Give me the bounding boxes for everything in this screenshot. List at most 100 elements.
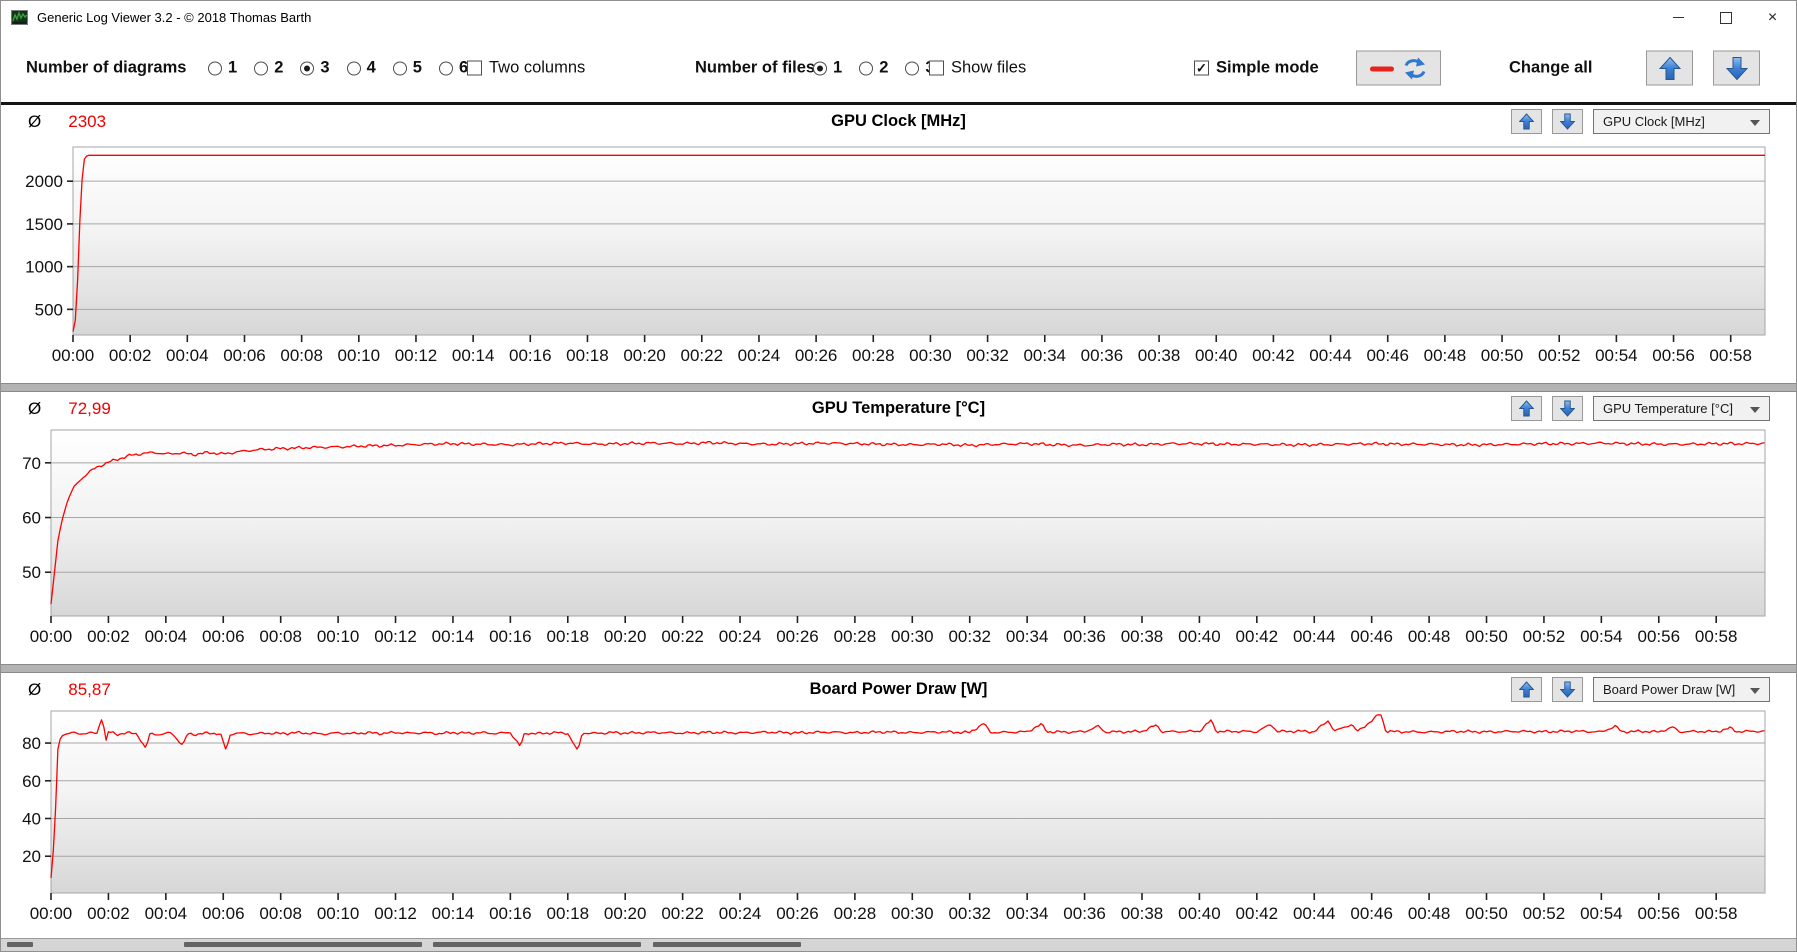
- radio-icon: [346, 61, 361, 75]
- move-chart-down-button[interactable]: [1552, 677, 1583, 702]
- svg-text:00:48: 00:48: [1408, 904, 1451, 923]
- svg-text:00:40: 00:40: [1195, 346, 1238, 365]
- window-title: Generic Log Viewer 3.2 - © 2018 Thomas B…: [37, 10, 312, 25]
- checkbox-label: Show files: [951, 58, 1027, 77]
- svg-text:00:36: 00:36: [1063, 904, 1106, 923]
- svg-text:00:44: 00:44: [1293, 904, 1336, 923]
- svg-text:00:02: 00:02: [109, 346, 152, 365]
- radio-label: 3: [320, 58, 330, 77]
- chart-header-controls: GPU Clock [MHz]: [1511, 109, 1770, 134]
- checkbox-icon: [467, 60, 482, 76]
- radio-option-5[interactable]: 5: [392, 58, 422, 78]
- svg-text:60: 60: [22, 509, 41, 528]
- svg-text:00:58: 00:58: [1709, 346, 1752, 365]
- signal-select-dropdown[interactable]: GPU Temperature [°C]: [1593, 396, 1770, 421]
- svg-text:00:18: 00:18: [547, 904, 590, 923]
- toolbar: Number of diagrams 1 2 3 4 5 6 Two columns Nu…: [1, 34, 1796, 102]
- move-chart-up-button[interactable]: [1511, 109, 1542, 134]
- svg-text:00:00: 00:00: [30, 904, 73, 923]
- change-all-down-button[interactable]: [1713, 50, 1760, 86]
- radio-option-2[interactable]: 2: [859, 59, 888, 78]
- panel-divider: [1, 664, 1796, 673]
- svg-text:00:24: 00:24: [719, 627, 762, 646]
- radio-label: 5: [412, 58, 422, 77]
- simple-mode-checkbox[interactable]: ✓ Simple mode: [1194, 59, 1319, 78]
- svg-text:00:10: 00:10: [338, 346, 381, 365]
- signal-select-value: GPU Clock [MHz]: [1603, 114, 1705, 129]
- line-style-refresh-button[interactable]: [1356, 50, 1441, 86]
- charts-divider-top: [1, 102, 1796, 105]
- svg-text:00:54: 00:54: [1580, 627, 1623, 646]
- chevron-down-icon: [1750, 407, 1760, 413]
- two-columns-checkbox[interactable]: Two columns: [467, 59, 585, 78]
- chart-panel: Ø 85,87 Board Power Draw [W] Board Power…: [1, 673, 1796, 941]
- svg-text:00:24: 00:24: [719, 904, 762, 923]
- svg-text:00:26: 00:26: [776, 904, 819, 923]
- average-readout: Ø 72,99: [28, 399, 111, 419]
- svg-text:00:44: 00:44: [1293, 627, 1336, 646]
- svg-text:00:06: 00:06: [202, 904, 245, 923]
- radio-option-4[interactable]: 4: [346, 59, 376, 78]
- svg-text:00:54: 00:54: [1580, 904, 1623, 923]
- svg-text:00:18: 00:18: [547, 627, 590, 646]
- svg-text:00:50: 00:50: [1465, 627, 1508, 646]
- chart-title: Board Power Draw [W]: [809, 680, 988, 698]
- radio-option-6[interactable]: 6: [438, 59, 468, 78]
- radio-option-1[interactable]: 1: [208, 59, 237, 78]
- svg-text:00:16: 00:16: [489, 904, 532, 923]
- number-of-diagrams-label: Number of diagrams: [26, 58, 187, 77]
- svg-text:00:28: 00:28: [852, 346, 895, 365]
- maximize-button[interactable]: [1702, 1, 1749, 34]
- maximize-icon: [1719, 11, 1732, 24]
- svg-text:2000: 2000: [25, 172, 63, 191]
- move-chart-down-button[interactable]: [1552, 109, 1583, 134]
- svg-text:00:50: 00:50: [1465, 904, 1508, 923]
- average-readout: Ø 2303: [28, 112, 106, 132]
- minimize-icon: [1673, 17, 1684, 18]
- chart-panel-header: Ø 72,99 GPU Temperature [°C] GPU Tempera…: [1, 392, 1796, 426]
- svg-text:00:20: 00:20: [623, 346, 666, 365]
- number-of-files-radios: 123: [813, 59, 935, 78]
- chart-canvas: 500 1000 1500 2000 00:00 00:02 00:04 00:06 00:08…: [25, 146, 1766, 365]
- svg-text:00:46: 00:46: [1366, 346, 1409, 365]
- close-button[interactable]: ×: [1749, 1, 1796, 34]
- move-chart-up-button[interactable]: [1511, 396, 1542, 421]
- show-files-checkbox[interactable]: Show files: [929, 59, 1026, 78]
- move-chart-up-button[interactable]: [1511, 677, 1542, 702]
- arrow-down-icon: [1560, 113, 1575, 130]
- svg-text:00:42: 00:42: [1236, 627, 1279, 646]
- chart-panel: Ø 72,99 GPU Temperature [°C] GPU Tempera…: [1, 392, 1796, 664]
- svg-text:00:30: 00:30: [891, 627, 934, 646]
- average-symbol: Ø: [28, 112, 42, 131]
- signal-select-dropdown[interactable]: GPU Clock [MHz]: [1593, 109, 1770, 134]
- arrow-up-icon: [1519, 681, 1534, 698]
- radio-icon: [208, 61, 222, 75]
- svg-text:00:58: 00:58: [1695, 904, 1738, 923]
- svg-text:00:26: 00:26: [776, 627, 819, 646]
- radio-option-1[interactable]: 1: [813, 59, 842, 78]
- svg-text:00:12: 00:12: [395, 346, 438, 365]
- average-readout: Ø 85,87: [28, 680, 111, 700]
- svg-text:00:48: 00:48: [1424, 346, 1467, 365]
- checkbox-icon: ✓: [1194, 60, 1209, 76]
- radio-option-2[interactable]: 2: [254, 59, 283, 78]
- chart-header-controls: GPU Temperature [°C]: [1511, 396, 1770, 421]
- radio-label: 2: [274, 58, 284, 77]
- average-value: 85,87: [68, 680, 111, 699]
- svg-text:00:28: 00:28: [834, 627, 877, 646]
- svg-text:00:38: 00:38: [1121, 904, 1164, 923]
- svg-text:1500: 1500: [25, 215, 63, 234]
- svg-text:00:28: 00:28: [834, 904, 877, 923]
- change-all-up-button[interactable]: [1646, 50, 1693, 86]
- svg-text:70: 70: [22, 454, 41, 473]
- radio-icon: [254, 61, 269, 75]
- svg-text:00:00: 00:00: [52, 346, 95, 365]
- radio-option-3[interactable]: 3: [300, 58, 330, 78]
- minimize-button[interactable]: [1655, 1, 1702, 34]
- signal-select-dropdown[interactable]: Board Power Draw [W]: [1593, 677, 1770, 702]
- move-chart-down-button[interactable]: [1552, 396, 1583, 421]
- svg-text:00:20: 00:20: [604, 904, 647, 923]
- svg-text:00:08: 00:08: [259, 627, 302, 646]
- checkbox-label: Two columns: [489, 58, 586, 77]
